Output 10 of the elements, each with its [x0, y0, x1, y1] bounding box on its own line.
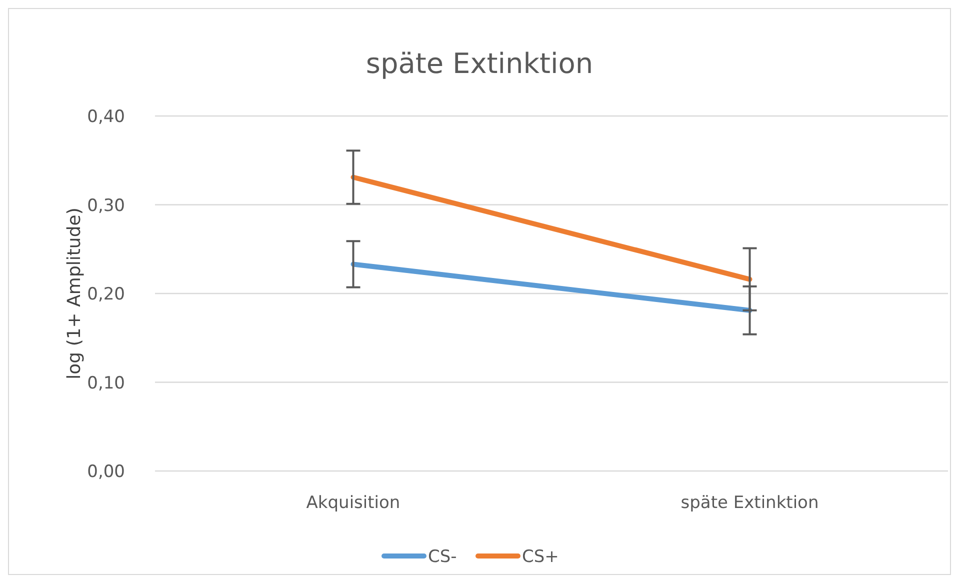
y-axis-title: log (1+ Amplitude): [64, 208, 85, 380]
y-tick-label: 0,30: [87, 196, 125, 216]
y-tick-label: 0,00: [87, 462, 125, 482]
legend-label: CS+: [522, 547, 559, 567]
chart-title: späte Extinktion: [366, 47, 594, 80]
y-tick-label: 0,10: [87, 373, 125, 394]
legend-label: CS-: [428, 547, 457, 567]
y-tick-label: 0,40: [87, 107, 125, 127]
x-tick-label: Akquisition: [306, 493, 400, 513]
y-tick-label: 0,20: [87, 284, 125, 304]
